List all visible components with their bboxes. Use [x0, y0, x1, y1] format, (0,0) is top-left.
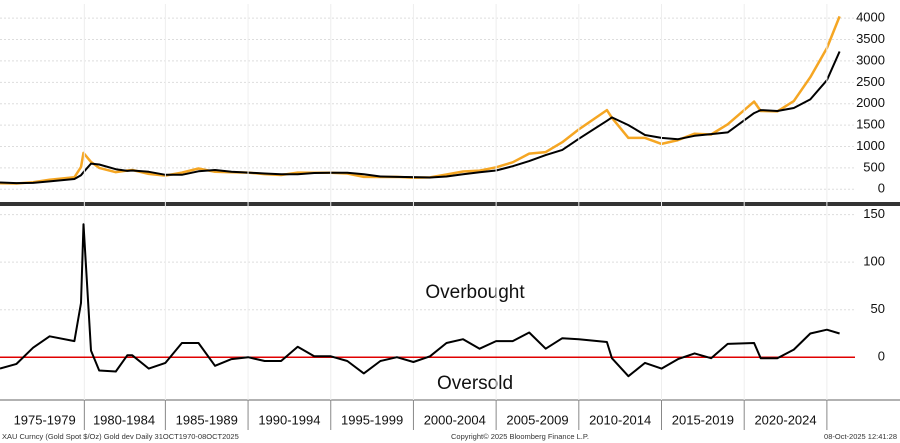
- y-tick-label: 1000: [856, 138, 885, 153]
- y-tick-label: 500: [863, 159, 885, 174]
- x-tick-label: 1975-1979: [14, 412, 76, 427]
- y-tick-label: 4000: [856, 10, 885, 25]
- y-tick-label: 2000: [856, 95, 885, 110]
- x-tick-label: 2000-2004: [424, 412, 486, 427]
- footer-left: XAU Curncy (Gold Spot $/Oz) Gold dev Dai…: [2, 432, 239, 441]
- y-tick-label: 0: [878, 349, 885, 364]
- y-tick-label: 2500: [856, 74, 885, 89]
- y-tick-label: 3000: [856, 52, 885, 67]
- x-tick-label: 2010-2014: [589, 412, 651, 427]
- y-tick-label: 1500: [856, 117, 885, 132]
- x-tick-label: 1980-1984: [93, 412, 155, 427]
- annotation: Oversold: [437, 373, 513, 394]
- plot-layer: 0 500 1000 1500 2000 2500 3000 3500 4000 0 50 100 15…: [0, 4, 885, 430]
- x-tick-label: 2005-2009: [506, 412, 568, 427]
- series-line: [0, 15, 841, 185]
- x-tick-label: 1990-1994: [258, 412, 320, 427]
- x-tick-label: 1995-1999: [341, 412, 403, 427]
- series-line: [0, 51, 841, 185]
- x-tick-label: 1985-1989: [176, 412, 238, 427]
- series-line: [0, 223, 840, 378]
- footer-right: 08-Oct-2025 12:41:28: [824, 432, 897, 441]
- y-tick-label: 0: [878, 181, 885, 196]
- footer-center: Copyright© 2025 Bloomberg Finance L.P.: [451, 432, 589, 441]
- y-tick-label: 50: [871, 301, 885, 316]
- y-tick-label: 150: [863, 206, 885, 221]
- x-tick-label: 2020-2024: [754, 412, 816, 427]
- y-tick-label: 3500: [856, 31, 885, 46]
- x-tick-label: 2015-2019: [672, 412, 734, 427]
- y-tick-label: 100: [863, 254, 885, 269]
- annotation: Overbought: [425, 282, 525, 303]
